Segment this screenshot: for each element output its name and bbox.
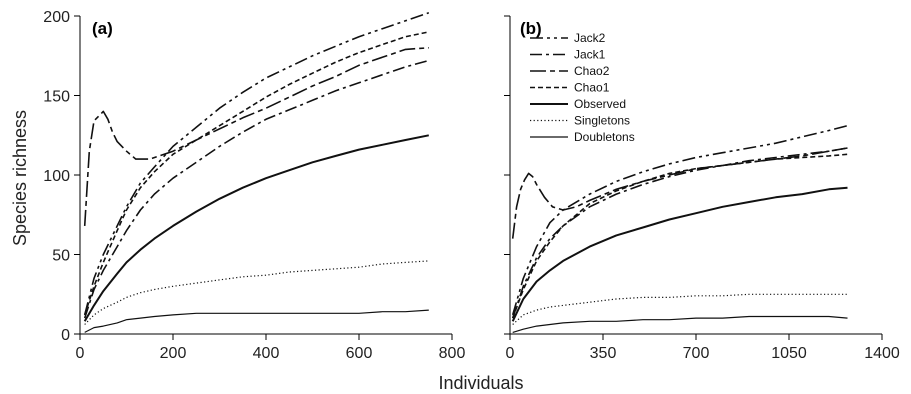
series-line-observed [511, 186, 848, 322]
legend-label-jack1: Jack1 [574, 48, 606, 62]
legend: Jack2 Jack1 Chao2 Chao1 Observed Singletons Do… [530, 31, 635, 144]
legend-label-chao1: Chao1 [574, 81, 610, 95]
x-tick-label: 0 [506, 345, 515, 362]
series-line-jack1 [83, 59, 430, 319]
x-tick-label: 400 [253, 345, 280, 362]
series-line-chao1 [511, 153, 848, 319]
x-axis-title: Individuals [438, 373, 523, 393]
y-tick-label: 0 [61, 327, 70, 344]
x-tick-label: 600 [346, 345, 373, 362]
y-tick-label: 50 [52, 248, 70, 265]
panel-label: (a) [92, 19, 113, 38]
x-tick-label: 350 [590, 345, 617, 362]
x-tick-label: 800 [439, 345, 466, 362]
series-line-singletons [84, 260, 429, 325]
y-axis-title: Species richness [10, 110, 30, 246]
series-line-jack2 [83, 12, 430, 316]
legend-label-jack2: Jack2 [574, 31, 606, 45]
y-tick-label: 150 [43, 89, 70, 106]
legend-label-observed: Observed [574, 97, 626, 111]
y-tick-label: 200 [43, 9, 70, 26]
y-tick-label: 100 [43, 168, 70, 185]
x-tick-label: 1400 [864, 345, 900, 362]
series-line-chao1 [83, 31, 429, 316]
series-line-singletons [512, 293, 848, 325]
x-tick-label: 0 [76, 345, 85, 362]
panel-b: 0 350 700 1050 1400 (b) Jack2 Jack1 Chao2 Chao1 Ob… [504, 15, 900, 362]
x-tick-label: 200 [160, 345, 187, 362]
series-line-doubletons [512, 315, 848, 333]
x-tick-label: 700 [683, 345, 710, 362]
panel-label: (b) [520, 19, 542, 38]
series-line-observed [83, 134, 429, 322]
series-line-jack2 [511, 124, 848, 316]
legend-label-singletons: Singletons [574, 114, 630, 128]
series-line-chao2 [83, 47, 429, 226]
x-tick-label: 1050 [771, 345, 807, 362]
series-line-jack1 [511, 147, 848, 319]
legend-label-chao2: Chao2 [574, 64, 610, 78]
series-line-chao2 [511, 147, 848, 239]
legend-label-doubletons: Doubletons [574, 130, 635, 144]
series-line-doubletons [84, 309, 429, 333]
panel-a: 0 50 100 150 200 0 200 400 600 800 (a) [43, 9, 465, 362]
